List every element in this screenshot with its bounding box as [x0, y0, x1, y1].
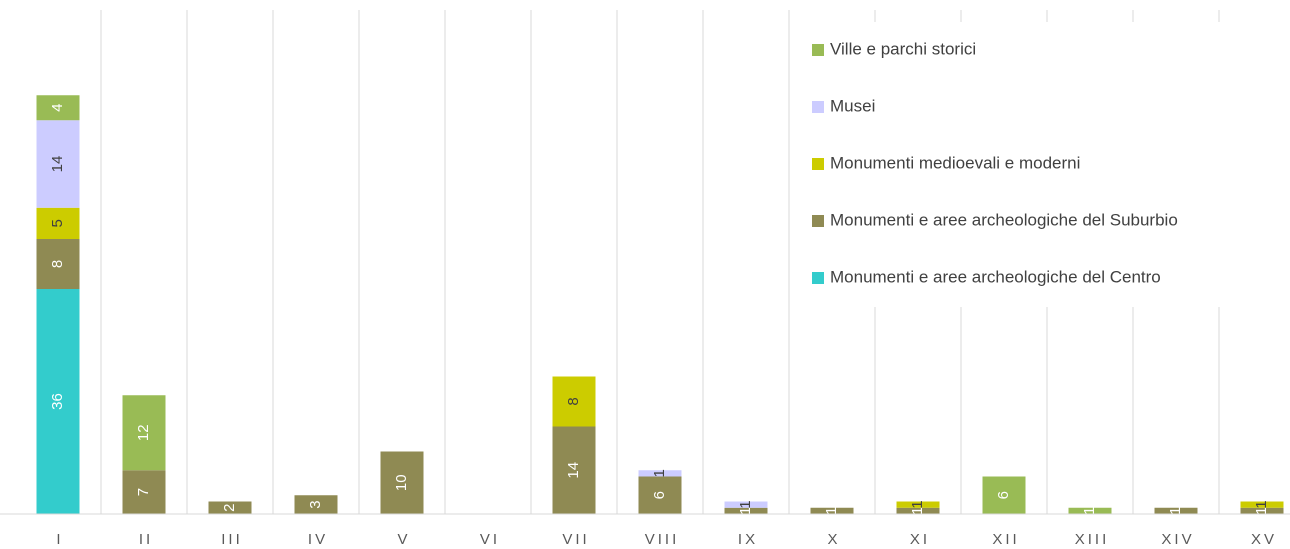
data-label: 1: [651, 469, 668, 477]
x-tick-label: IX: [738, 531, 758, 548]
x-tick-label: XIII: [1075, 531, 1110, 548]
legend-swatch: [812, 158, 824, 170]
x-tick-label: XV: [1251, 531, 1277, 548]
x-tick-label: III: [221, 531, 243, 548]
data-label: 1: [1253, 507, 1270, 515]
legend-swatch: [812, 101, 824, 113]
data-label: 3: [307, 500, 324, 508]
data-label: 6: [651, 491, 668, 499]
data-label: 1: [823, 507, 840, 515]
bar-segment: [36, 207, 80, 239]
bar-segment: [36, 239, 80, 289]
bar-segment: [810, 507, 854, 514]
bar-segment: [36, 289, 80, 514]
bar-segment: [724, 501, 768, 508]
data-label: 12: [135, 424, 152, 441]
data-label: 14: [49, 156, 66, 173]
legend-label: Musei: [830, 96, 875, 115]
bar-segment: [208, 501, 252, 514]
bar-segment: [896, 507, 940, 514]
x-tick-label: X: [827, 531, 840, 548]
x-tick-label: VI: [480, 531, 500, 548]
x-tick-label: XI: [910, 531, 930, 548]
bar-segment: [1068, 507, 1112, 514]
data-label: 1: [1253, 500, 1270, 508]
bar-segment: [724, 507, 768, 514]
data-label: 1: [1081, 507, 1098, 515]
data-label: 14: [565, 462, 582, 479]
bar-segment: [1154, 507, 1198, 514]
legend-background: [800, 22, 1290, 307]
x-tick-label: VII: [562, 531, 589, 548]
bar-segment: [982, 476, 1026, 514]
bar-segment: [380, 451, 424, 514]
legend-swatch: [812, 44, 824, 56]
x-tick-label: XII: [992, 531, 1019, 548]
data-label: 5: [49, 219, 66, 227]
data-label: 4: [49, 104, 66, 112]
data-label: 8: [49, 260, 66, 268]
x-tick-label: VIII: [645, 531, 680, 548]
data-label: 1: [1167, 507, 1184, 515]
legend-swatch: [812, 215, 824, 227]
legend: Monumenti e aree archeologiche del Centr…: [800, 22, 1290, 307]
bar-segment: [36, 95, 80, 121]
data-label: 1: [909, 500, 926, 508]
data-label: 36: [49, 393, 66, 410]
bar-segment: [638, 476, 682, 514]
data-label: 2: [221, 504, 238, 512]
bar-segment: [552, 426, 596, 514]
bar-segment: [552, 376, 596, 427]
legend-label: Ville e parchi storici: [830, 39, 976, 58]
bar-segment: [1240, 507, 1284, 514]
bar-segment: [1240, 501, 1284, 508]
legend-label: Monumenti e aree archeologiche del Subur…: [830, 210, 1178, 229]
data-label: 7: [135, 488, 152, 496]
legend-swatch: [812, 272, 824, 284]
data-label: 1: [909, 507, 926, 515]
bar-segment: [122, 395, 166, 471]
legend-label: Monumenti medioevali e moderni: [830, 153, 1080, 172]
x-tick-label: XIV: [1161, 531, 1194, 548]
bar-segment: [294, 495, 338, 514]
legend-label: Monumenti e aree archeologiche del Centr…: [830, 267, 1161, 286]
data-label: 8: [565, 397, 582, 405]
x-tick-label: II: [139, 531, 153, 548]
bar-segment: [122, 470, 166, 514]
x-tick-label: I: [56, 531, 63, 548]
x-tick-label: IV: [308, 531, 328, 548]
data-label: 10: [393, 474, 410, 491]
data-label: 6: [995, 491, 1012, 499]
x-tick-label: V: [397, 531, 410, 548]
bar-segment: [896, 501, 940, 508]
data-label: 1: [737, 500, 754, 508]
bar-segment: [638, 470, 682, 477]
data-label: 1: [737, 507, 754, 515]
bar-segment: [36, 120, 80, 208]
